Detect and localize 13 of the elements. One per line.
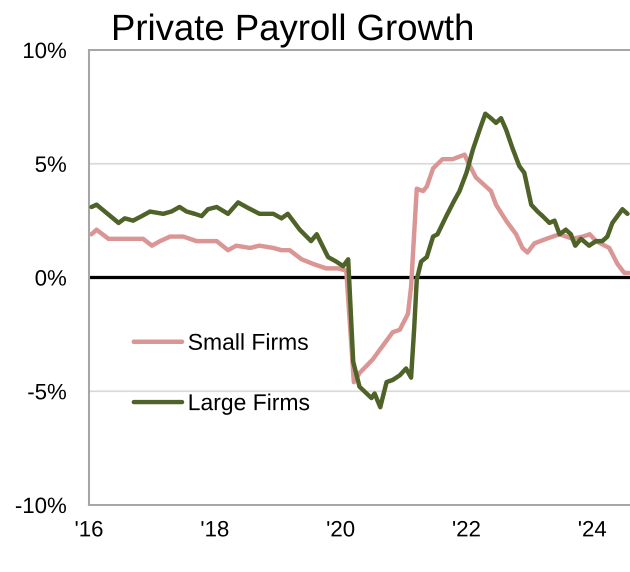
chart-title: Private Payroll Growth bbox=[114, 14, 472, 48]
x-tick-label: '16 bbox=[76, 520, 103, 537]
x-tick-label: '24 bbox=[578, 520, 606, 536]
legend-label: Large Firms bbox=[190, 393, 310, 415]
legend-label: Small Firms bbox=[188, 333, 308, 350]
y-tick-label: 10% bbox=[24, 42, 66, 58]
y-tick-label: 0% bbox=[36, 270, 66, 286]
y-tick-label: 5% bbox=[36, 156, 66, 172]
x-tick-label: '20 bbox=[327, 520, 354, 537]
y-tick-label: -10% bbox=[16, 498, 66, 514]
y-tick-label: -5% bbox=[28, 384, 66, 400]
x-tick-label: '22 bbox=[453, 520, 480, 536]
x-tick-label: '18 bbox=[201, 520, 228, 537]
